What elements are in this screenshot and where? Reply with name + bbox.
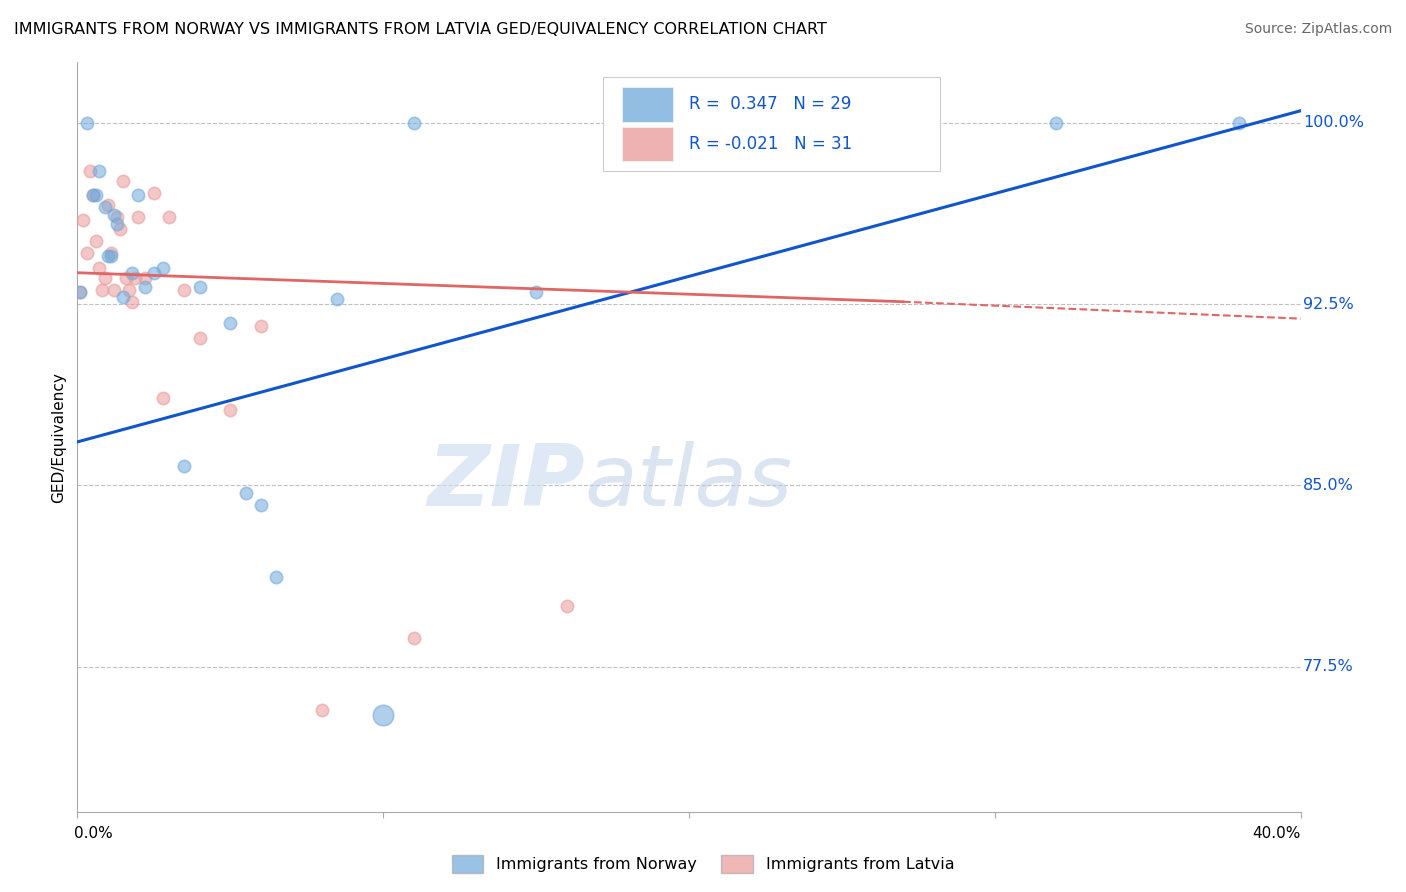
Point	[121, 294, 143, 309]
Point	[84, 188, 107, 202]
Point	[112, 290, 135, 304]
Point	[1045, 116, 1067, 130]
Point	[1229, 116, 1251, 130]
Point	[97, 198, 120, 212]
Point	[134, 280, 156, 294]
Text: IMMIGRANTS FROM NORWAY VS IMMIGRANTS FROM LATVIA GED/EQUIVALENCY CORRELATION CHA: IMMIGRANTS FROM NORWAY VS IMMIGRANTS FRO…	[14, 22, 827, 37]
Point	[105, 210, 128, 224]
Point	[108, 222, 131, 236]
Point	[94, 270, 117, 285]
Point	[90, 283, 112, 297]
Point	[112, 174, 135, 188]
FancyBboxPatch shape	[603, 78, 939, 171]
Point	[250, 318, 273, 333]
Point	[127, 188, 149, 202]
Point	[69, 285, 91, 299]
Point	[555, 599, 578, 614]
Point	[219, 317, 242, 331]
Point	[82, 188, 104, 202]
Point	[118, 283, 141, 297]
Point	[115, 270, 138, 285]
Point	[173, 459, 195, 474]
Point	[134, 270, 156, 285]
Text: 85.0%: 85.0%	[1303, 478, 1354, 493]
Y-axis label: GED/Equivalency: GED/Equivalency	[51, 372, 66, 502]
Point	[142, 186, 165, 200]
Text: R = -0.021   N = 31: R = -0.021 N = 31	[689, 135, 852, 153]
Point	[524, 285, 547, 299]
Point	[76, 116, 98, 130]
Point	[142, 266, 165, 280]
Text: 40.0%: 40.0%	[1253, 826, 1301, 841]
Point	[69, 285, 91, 299]
Point	[87, 260, 110, 275]
Point	[264, 570, 287, 584]
FancyBboxPatch shape	[621, 87, 673, 121]
Point	[121, 266, 143, 280]
Point	[402, 116, 425, 130]
Text: atlas: atlas	[585, 441, 793, 524]
Point	[103, 208, 125, 222]
Text: 100.0%: 100.0%	[1303, 115, 1364, 130]
Legend: Immigrants from Norway, Immigrants from Latvia: Immigrants from Norway, Immigrants from …	[446, 848, 960, 880]
Point	[105, 218, 128, 232]
Point	[84, 235, 107, 249]
Text: 77.5%: 77.5%	[1303, 659, 1354, 674]
Point	[188, 331, 211, 345]
Text: R =  0.347   N = 29: R = 0.347 N = 29	[689, 95, 851, 113]
Point	[94, 201, 117, 215]
Point	[235, 485, 257, 500]
Point	[82, 188, 104, 202]
Point	[100, 249, 122, 263]
Point	[79, 164, 101, 178]
Point	[326, 293, 349, 307]
Text: 92.5%: 92.5%	[1303, 297, 1354, 311]
Point	[124, 270, 146, 285]
Point	[103, 283, 125, 297]
Point	[72, 212, 94, 227]
Text: ZIP: ZIP	[427, 441, 585, 524]
Point	[219, 403, 242, 417]
Point	[371, 708, 394, 723]
Point	[100, 246, 122, 260]
Point	[311, 703, 333, 717]
Text: 0.0%: 0.0%	[75, 826, 112, 841]
Point	[152, 392, 174, 406]
Point	[402, 631, 425, 645]
FancyBboxPatch shape	[621, 127, 673, 161]
Point	[87, 164, 110, 178]
Point	[152, 260, 174, 275]
Point	[157, 210, 180, 224]
Text: Source: ZipAtlas.com: Source: ZipAtlas.com	[1244, 22, 1392, 37]
Point	[76, 246, 98, 260]
Point	[97, 249, 120, 263]
Point	[188, 280, 211, 294]
Point	[127, 210, 149, 224]
Point	[173, 283, 195, 297]
Point	[250, 498, 273, 512]
